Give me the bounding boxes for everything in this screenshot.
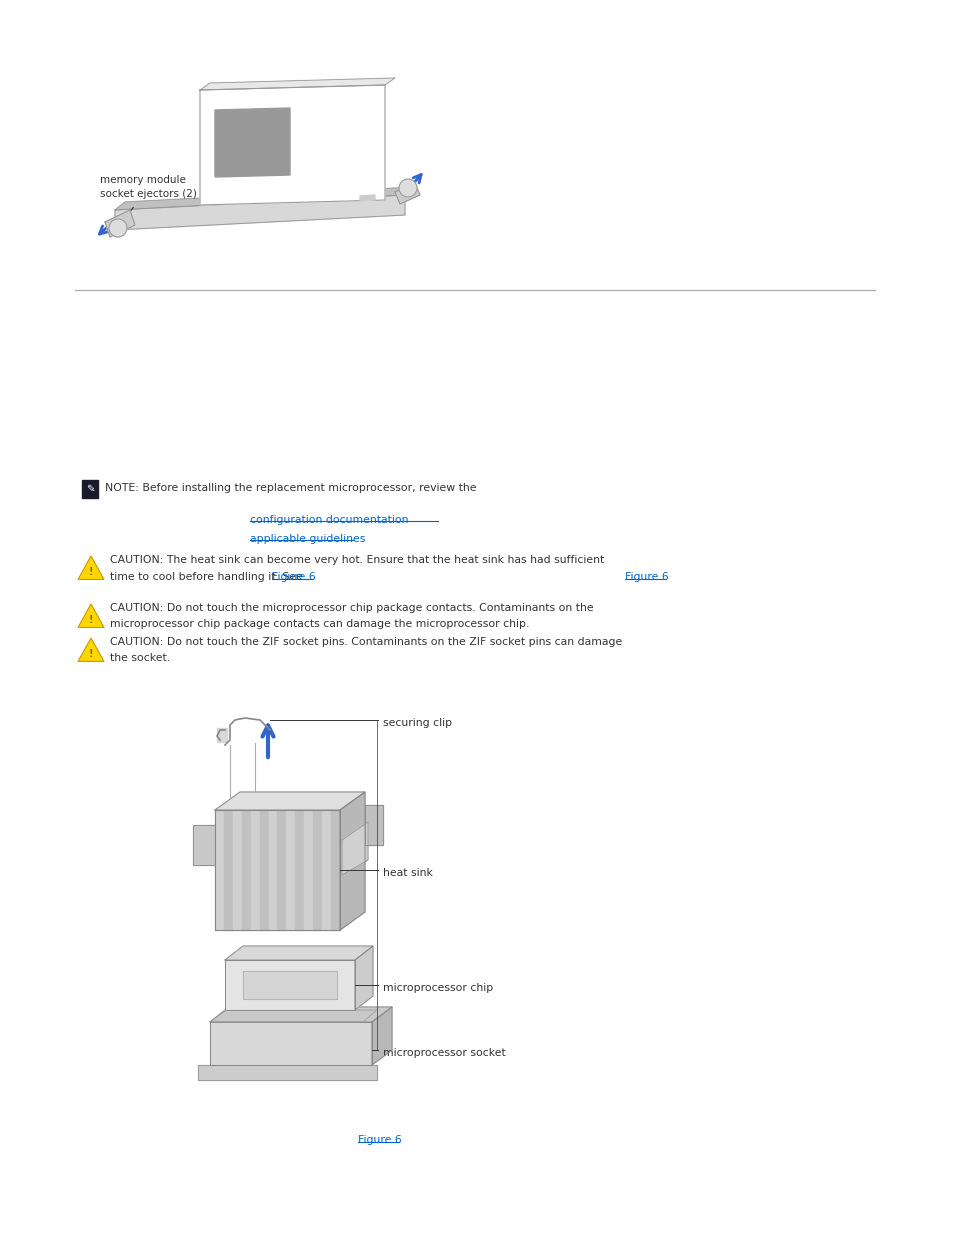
Polygon shape [372,1007,392,1065]
Text: CAUTION: Do not touch the microprocessor chip package contacts. Contaminants on : CAUTION: Do not touch the microprocessor… [110,603,593,613]
Polygon shape [259,810,269,930]
Text: !: ! [89,648,93,658]
Circle shape [109,219,127,237]
Polygon shape [105,210,135,237]
Polygon shape [193,825,214,864]
Polygon shape [243,971,336,999]
Polygon shape [313,810,322,930]
Text: memory module
socket ejectors (2): memory module socket ejectors (2) [100,175,196,199]
Polygon shape [210,1023,372,1065]
Text: microprocessor chip: microprocessor chip [382,983,493,993]
Text: Figure 6: Figure 6 [624,572,668,582]
Polygon shape [341,823,368,876]
Polygon shape [115,186,415,210]
Text: applicable guidelines: applicable guidelines [250,534,365,543]
Text: CAUTION: Do not touch the ZIF socket pins. Contaminants on the ZIF socket pins c: CAUTION: Do not touch the ZIF socket pin… [110,637,621,647]
Polygon shape [365,805,382,845]
FancyBboxPatch shape [82,480,98,498]
Polygon shape [214,107,290,177]
Text: microprocessor chip package contacts can damage the microprocessor chip.: microprocessor chip package contacts can… [110,619,529,629]
Polygon shape [286,810,295,930]
Polygon shape [200,85,385,205]
Polygon shape [225,946,373,960]
Polygon shape [78,604,104,627]
Polygon shape [339,792,365,930]
Polygon shape [224,810,233,930]
Text: the socket.: the socket. [110,653,170,663]
Polygon shape [225,960,355,1010]
Polygon shape [241,810,251,930]
Text: securing clip: securing clip [382,718,452,727]
Text: Figure 6: Figure 6 [357,1135,401,1145]
Text: time to cool before handling it. See: time to cool before handling it. See [110,572,306,582]
Text: Figure 6: Figure 6 [272,572,315,582]
Text: CAUTION: The heat sink can become very hot. Ensure that the heat sink has had su: CAUTION: The heat sink can become very h… [110,555,603,564]
Polygon shape [304,810,313,930]
Polygon shape [210,1010,376,1023]
Polygon shape [78,638,104,662]
Polygon shape [331,810,339,930]
Polygon shape [269,810,277,930]
Polygon shape [216,727,227,742]
Text: NOTE: Before installing the replacement microprocessor, review the: NOTE: Before installing the replacement … [105,483,476,493]
Polygon shape [214,792,365,810]
Text: !: ! [89,567,93,577]
Text: microprocessor socket: microprocessor socket [382,1049,505,1058]
Circle shape [398,179,416,198]
Polygon shape [295,810,304,930]
Polygon shape [322,810,331,930]
Polygon shape [200,78,395,90]
Polygon shape [78,556,104,579]
Polygon shape [115,195,405,230]
Polygon shape [251,810,259,930]
Text: configuration documentation: configuration documentation [250,515,408,525]
Polygon shape [395,183,419,204]
Polygon shape [210,1007,392,1023]
Text: !: ! [89,615,93,625]
Polygon shape [233,810,241,930]
Polygon shape [277,810,286,930]
Text: ✎: ✎ [86,484,94,494]
Polygon shape [355,946,373,1010]
Polygon shape [198,1065,376,1079]
Text: heat sink: heat sink [382,868,433,878]
Polygon shape [214,810,224,930]
Polygon shape [359,195,375,201]
